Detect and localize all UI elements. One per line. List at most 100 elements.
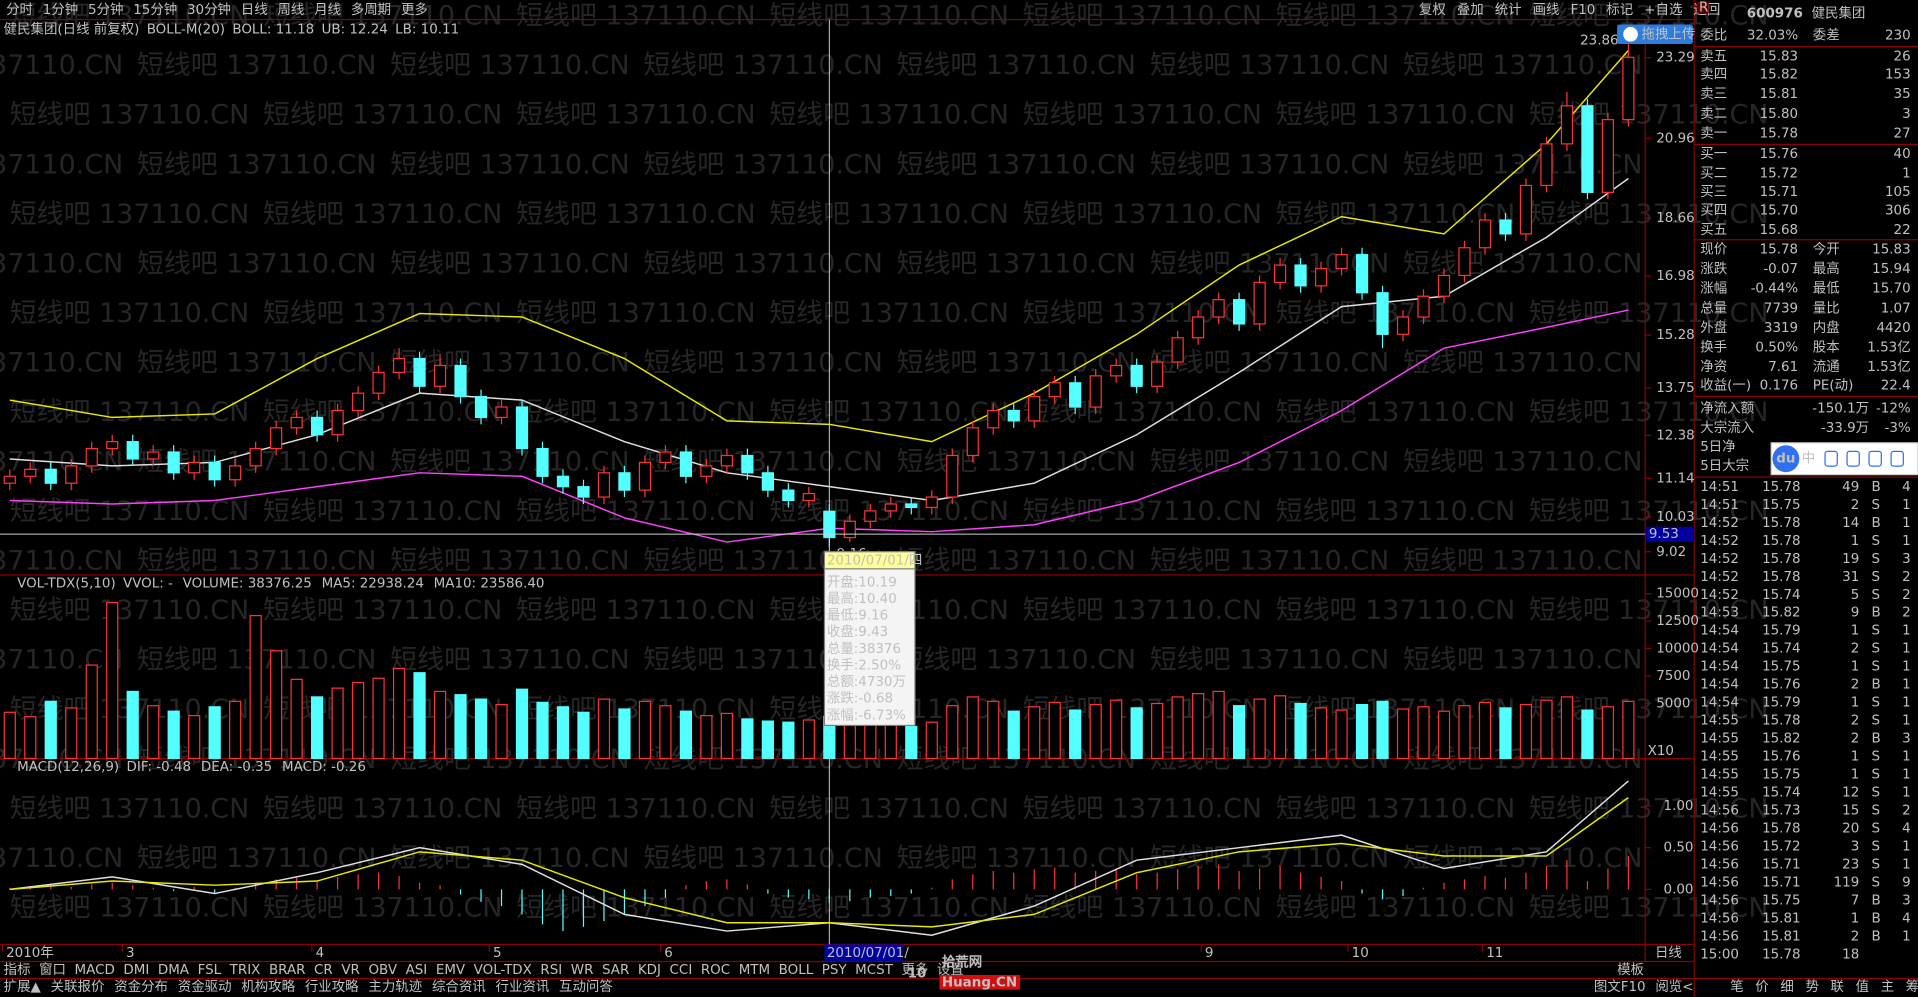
indicator-tab[interactable]: VR: [341, 963, 360, 978]
period-tab[interactable]: 多周期: [351, 1, 391, 18]
indicator-tab[interactable]: 更多: [901, 961, 928, 978]
period-tab[interactable]: 15分钟: [133, 1, 177, 18]
upload-box[interactable]: [1617, 24, 1693, 45]
indicator-tab[interactable]: CR: [314, 963, 333, 978]
indicator-tab[interactable]: ROC: [701, 963, 730, 978]
tooltip-line: 总额:4730万: [827, 674, 906, 690]
info-tab[interactable]: 关联报价: [51, 979, 105, 995]
ime-icon[interactable]: [1824, 450, 1838, 467]
indicator-tab[interactable]: VOL-TDX: [474, 963, 532, 978]
side-tab[interactable]: 细: [1780, 979, 1793, 995]
quote-price: 15.70: [1760, 203, 1798, 218]
period-tab[interactable]: 周线: [277, 2, 304, 18]
tick-time: 14:54: [1700, 642, 1739, 657]
tick-price: 15.79: [1762, 624, 1800, 639]
tick-volume: 23: [1842, 858, 1859, 873]
ime-lang[interactable]: 中: [1802, 451, 1815, 467]
tool-button[interactable]: 画线: [1533, 2, 1560, 18]
indicator-tab[interactable]: CCI: [670, 963, 693, 978]
indicator-tab[interactable]: PSY: [822, 963, 848, 978]
info-tab[interactable]: 行业资讯: [496, 979, 550, 995]
period-tab[interactable]: 日线: [241, 2, 268, 18]
tick-volume: 15: [1842, 804, 1859, 819]
quote-label: 净资: [1700, 359, 1727, 375]
info-tab[interactable]: 主力轨迹: [368, 979, 422, 995]
indicator-tab[interactable]: EMV: [436, 963, 466, 978]
indicator-tab[interactable]: RSI: [540, 963, 562, 978]
candle-body: [1355, 254, 1369, 294]
indicator-tab[interactable]: ASI: [406, 963, 428, 978]
info-tab[interactable]: 机构攻略: [241, 979, 295, 995]
period-tab[interactable]: 5分钟: [88, 1, 123, 18]
template-tab[interactable]: 模板: [1617, 962, 1644, 978]
watermark: 短线吧 137110.CN: [897, 149, 1136, 180]
indicator-tab[interactable]: MTM: [739, 963, 770, 978]
watermark: 短线吧 137110.CN: [10, 100, 249, 131]
volume-bar: [700, 714, 713, 760]
indicator-tab[interactable]: 指标: [4, 962, 31, 978]
period-tab[interactable]: 分时: [6, 2, 33, 18]
chart-title: 健民集团(日线 前复权): [4, 20, 140, 37]
quote-value: 7.61: [1768, 360, 1798, 375]
info-tab[interactable]: 互动问答: [559, 978, 613, 995]
y-tick-label: 12500: [1656, 614, 1699, 629]
upload-label[interactable]: 拖拽上传: [1642, 26, 1696, 42]
tool-button[interactable]: 复权: [1419, 1, 1446, 18]
indicator-tab[interactable]: 设置: [937, 962, 964, 978]
info-tab[interactable]: 资金分布: [114, 979, 168, 995]
quote-label: PE(动): [1813, 377, 1854, 393]
indicator-tab[interactable]: BOLL: [779, 963, 814, 978]
side-tab[interactable]: 值: [1856, 979, 1869, 995]
indicator-tab[interactable]: FSL: [198, 963, 222, 978]
period-tab[interactable]: 30分钟: [187, 1, 231, 18]
tick-count: 2: [1902, 606, 1911, 621]
side-tab[interactable]: 价: [1755, 980, 1769, 995]
volume-bar: [474, 698, 488, 760]
info-tab[interactable]: 资金驱动: [178, 979, 232, 995]
period-tab[interactable]: 月线: [314, 2, 341, 18]
side-tab[interactable]: 联: [1831, 979, 1844, 995]
quote-label: 流通: [1813, 359, 1840, 375]
ime-icon[interactable]: [1868, 450, 1882, 467]
info-tab[interactable]: 阅览<: [1655, 979, 1693, 995]
period-tab[interactable]: 更多: [401, 1, 428, 18]
candle-body: [3, 475, 16, 484]
ime-icon[interactable]: [1890, 450, 1904, 467]
info-tab[interactable]: 扩展▲: [4, 979, 42, 995]
indicator-tab[interactable]: DMI: [123, 963, 149, 978]
tool-button[interactable]: 标记: [1606, 2, 1633, 18]
indicator-tab[interactable]: MACD: [75, 963, 115, 978]
tool-button[interactable]: F10: [1571, 3, 1596, 18]
indicator-tab[interactable]: 窗口: [39, 961, 66, 978]
tool-button[interactable]: 叠加: [1457, 2, 1484, 18]
indicator-tab[interactable]: OBV: [368, 963, 397, 978]
period-tab[interactable]: 1分钟: [43, 1, 78, 18]
indicator-readout: DIF: -0.48: [127, 760, 192, 775]
quote-value: 1.53亿: [1867, 339, 1910, 355]
tooltip-date: 2010/07/01/四: [827, 553, 922, 568]
tick-side: B: [1872, 929, 1881, 944]
flow-label: 5日净: [1700, 439, 1735, 455]
indicator-tab[interactable]: BRAR: [269, 963, 306, 978]
indicator-tab[interactable]: KDJ: [638, 963, 661, 978]
tool-button[interactable]: +自选: [1644, 2, 1682, 18]
side-tab[interactable]: 势: [1805, 979, 1818, 995]
indicator-tab[interactable]: DMA: [158, 963, 190, 978]
tick-count: 1: [1902, 858, 1911, 873]
logo-band: [939, 974, 1021, 990]
ime-icon[interactable]: [1846, 450, 1860, 467]
tick-side: B: [1872, 516, 1881, 531]
side-tab[interactable]: 主: [1881, 979, 1894, 995]
tool-button[interactable]: 统计: [1495, 2, 1522, 18]
watermark: 短线吧 137110.CN: [1276, 1, 1515, 32]
info-tab[interactable]: 行业攻略: [305, 979, 359, 995]
cursor-price-box: [1645, 526, 1695, 542]
indicator-tab[interactable]: SAR: [602, 963, 629, 978]
info-tab[interactable]: 综合资讯: [432, 979, 486, 995]
side-tab[interactable]: 筹: [1906, 978, 1918, 995]
indicator-tab[interactable]: TRIX: [229, 963, 261, 978]
indicator-tab[interactable]: WR: [571, 963, 594, 978]
indicator-tab[interactable]: MCST: [855, 963, 894, 978]
side-tab[interactable]: 笔: [1730, 979, 1743, 995]
info-tab[interactable]: 图文F10: [1594, 979, 1646, 995]
